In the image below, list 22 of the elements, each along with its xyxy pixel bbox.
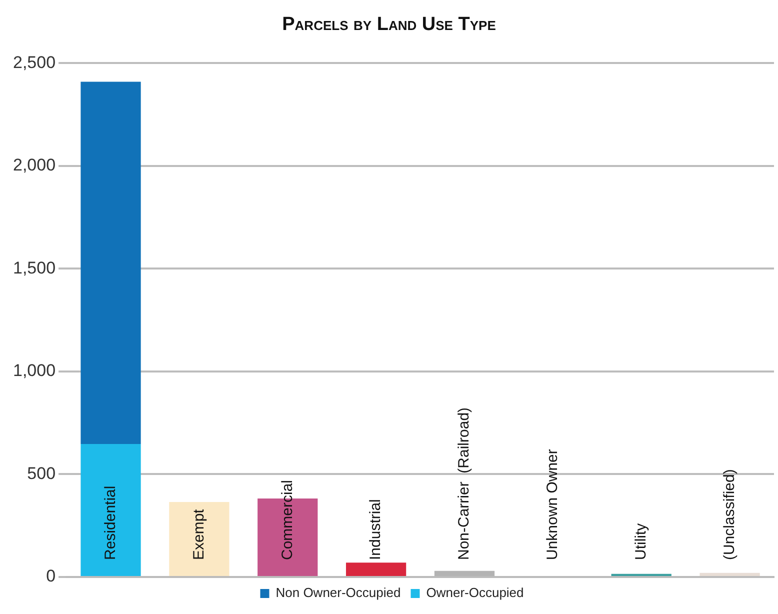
legend-label: Non Owner-Occupied — [276, 585, 401, 600]
x-tick-label: Residential — [102, 486, 119, 560]
chart-title: Parcels by Land Use Type — [281, 14, 497, 36]
y-tick-label: 1,000 — [12, 361, 56, 380]
y-tick-label: 0 — [46, 566, 56, 586]
y-tick-label: 2,000 — [12, 156, 56, 175]
legend-label: Owner-Occupied — [426, 585, 524, 600]
x-tick-label: Exempt — [190, 508, 208, 560]
x-tick-label: Unknown Owner — [544, 449, 562, 560]
bar — [346, 562, 406, 576]
x-tick-label: Commercial — [278, 480, 296, 560]
bar — [700, 572, 760, 576]
x-tick-label: (Unclassified) — [720, 469, 738, 560]
y-tick-label: 2,500 — [12, 52, 56, 72]
bar — [80, 444, 141, 576]
x-tick-label: Non-Carrier (Railroad) — [456, 407, 473, 560]
bar — [80, 82, 141, 444]
y-tick-label: 500 — [27, 464, 56, 483]
x-tick-label: Utility — [632, 522, 650, 560]
x-tick-label: Industrial — [367, 499, 384, 560]
bar — [169, 502, 230, 576]
y-tick-label: 1,500 — [12, 258, 56, 278]
